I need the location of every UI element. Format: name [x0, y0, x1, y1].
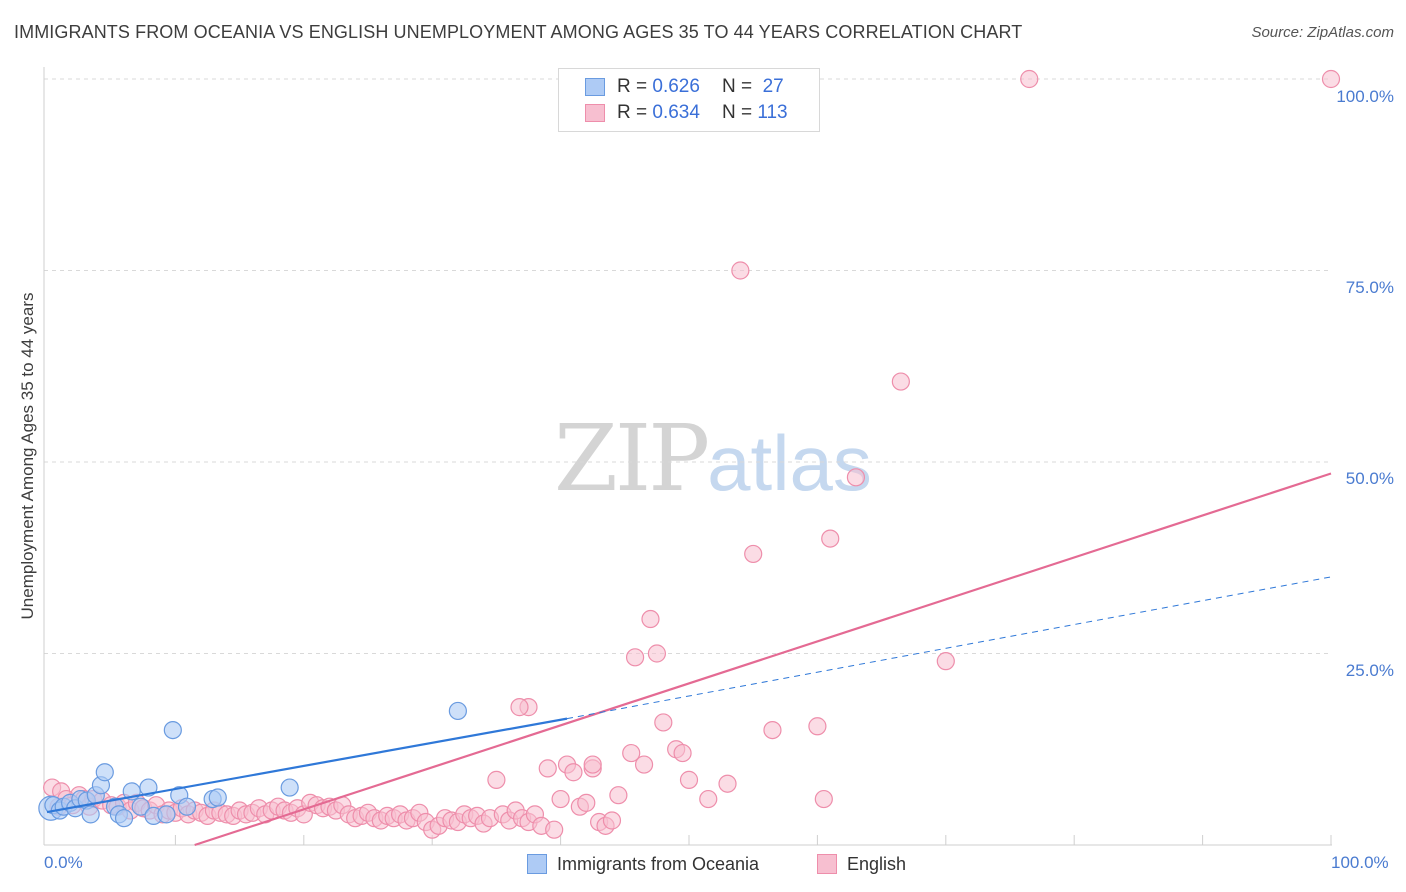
legend-row-oceania: R = 0.626 N = 27 [585, 75, 784, 99]
english-n-value: 113 [757, 102, 788, 123]
oceania-point [448, 701, 467, 721]
english-point [564, 763, 583, 782]
english-point [846, 468, 866, 487]
y-tick-label-100: 100.0% [1336, 87, 1394, 106]
english-point [487, 770, 506, 789]
english-point [647, 644, 667, 663]
english-point [744, 544, 763, 564]
english-point [622, 743, 641, 763]
legend-r-label: R = [617, 102, 648, 123]
english-point [609, 786, 628, 805]
english-point [538, 759, 557, 778]
english-point [510, 698, 529, 717]
english-point [673, 743, 692, 763]
chart-title: IMMIGRANTS FROM OCEANIA VS ENGLISH UNEMP… [14, 22, 1023, 42]
oceania-point [208, 788, 227, 807]
oceania-point [131, 797, 150, 816]
oceania-point [163, 720, 182, 740]
english-point [808, 717, 827, 736]
english-point [718, 774, 737, 793]
english-swatch [585, 104, 605, 122]
english-point [936, 652, 955, 671]
oceania-point [157, 805, 176, 824]
english-point [583, 755, 602, 774]
y-axis-label: Unemployment Among Ages 35 to 44 years [18, 292, 37, 620]
english-point [634, 755, 654, 774]
oceania-trendline-extension [566, 576, 1332, 720]
oceania-point [95, 763, 114, 782]
english-point [814, 789, 833, 809]
english-point [1321, 69, 1341, 89]
english-point [679, 770, 699, 789]
y-tick-label-50: 50.0% [1345, 469, 1394, 488]
trendlines [46, 472, 1332, 847]
english-point [654, 713, 673, 732]
english-point [602, 811, 622, 830]
english-point [545, 820, 564, 839]
english-point [763, 720, 782, 740]
english-r-value: 0.634 [652, 102, 700, 123]
english-point [577, 793, 596, 812]
legend-n-label: N = [721, 102, 753, 123]
y-tick-label-75: 75.0% [1345, 278, 1394, 297]
oceania-swatch [585, 78, 605, 96]
oceania-point [114, 809, 134, 828]
oceania-trendline [46, 717, 568, 814]
english-legend-label: English [847, 853, 907, 874]
correlation-legend: R = 0.626 N = 27 R = 0.634 N = 113 [558, 68, 820, 132]
x-tick-label-min: 0.0% [44, 853, 83, 872]
bottom-legend-english: English [817, 852, 906, 876]
english-point [891, 372, 910, 391]
y-tick-label-25: 25.0% [1345, 661, 1394, 680]
oceania-point [280, 778, 299, 797]
oceania-r-value: 0.626 [652, 76, 700, 97]
oceania-legend-label: Immigrants from Oceania [557, 853, 760, 874]
oceania-point [177, 797, 197, 816]
english-point [731, 261, 750, 280]
oceania-point [81, 805, 100, 824]
english-point [551, 789, 570, 809]
english-point [699, 789, 718, 809]
legend-row-english: R = 0.634 N = 113 [585, 101, 788, 125]
oceania-points [38, 701, 467, 828]
legend-n-label: N = [721, 76, 753, 97]
legend-r-label: R = [617, 76, 648, 97]
english-trendline [194, 472, 1332, 847]
english-point [1020, 69, 1039, 89]
oceania-point [139, 778, 158, 797]
oceania-legend-swatch [527, 854, 547, 874]
bottom-legend-oceania: Immigrants from Oceania [527, 852, 759, 876]
oceania-n-value: 27 [762, 76, 784, 97]
source-credit: Source: ZipAtlas.com [1251, 24, 1394, 41]
english-points [43, 69, 1341, 839]
english-point [821, 529, 840, 548]
english-legend-swatch [817, 854, 837, 874]
english-point [641, 609, 660, 629]
x-tick-label-max: 100.0% [1331, 853, 1389, 872]
grid-lines [44, 78, 1332, 845]
english-point [625, 648, 645, 667]
